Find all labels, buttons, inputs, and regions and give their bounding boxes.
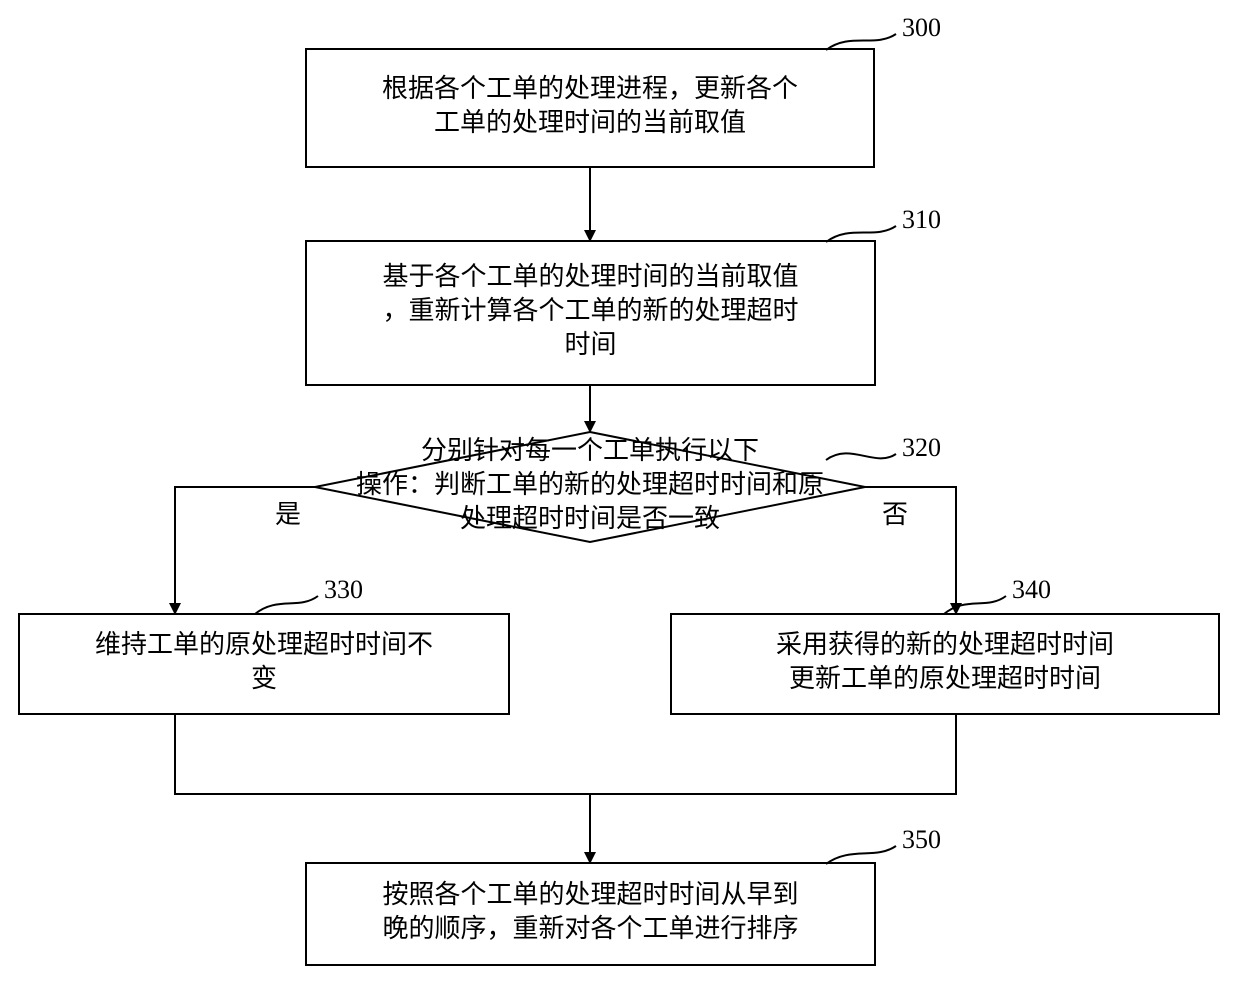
node-text-n300-line: 工单的处理时间的当前取值 — [434, 108, 746, 137]
node-n340: 采用获得的新的处理超时时间更新工单的原处理超时时间 — [671, 614, 1219, 714]
node-text-n320-line: 分别针对每一个工单执行以下 — [421, 436, 759, 465]
ref-leader-350 — [826, 846, 896, 864]
ref-label-320: 320 — [902, 433, 941, 462]
node-n330: 维持工单的原处理超时时间不变 — [19, 614, 509, 714]
ref-label-330: 330 — [324, 575, 363, 604]
ref-leader-310 — [826, 226, 896, 242]
edge-label-e3: 是 — [275, 500, 301, 529]
ref-label-350: 350 — [902, 825, 941, 854]
node-text-n350-line: 晚的顺序，重新对各个工单进行排序 — [382, 914, 798, 943]
node-n310: 基于各个工单的处理时间的当前取值 ，重新计算各个工单的新的处理超时时间 — [306, 241, 875, 385]
flowchart-canvas: 是 否 根据各个工单的处理进程，更新各个工单的处理时间的当前取值 300 基于各个工单的… — [0, 0, 1240, 1007]
edge-e6 — [590, 714, 956, 794]
edge-label-e4: 否 — [882, 500, 908, 529]
node-text-n320-line: 处理超时时间是否一致 — [460, 504, 720, 533]
node-text-n300-line: 根据各个工单的处理进程，更新各个 — [382, 74, 798, 103]
node-n300: 根据各个工单的处理进程，更新各个工单的处理时间的当前取值 — [306, 49, 874, 167]
node-text-n310-line: 时间 — [564, 330, 616, 359]
node-text-n320-line: 操作：判断工单的新的处理超时时间和原 — [356, 470, 824, 499]
node-text-n310-line: 基于各个工单的处理时间的当前取值 — [382, 262, 798, 291]
node-text-n340-line: 采用获得的新的处理超时时间 — [776, 630, 1114, 659]
ref-leader-300 — [826, 34, 896, 50]
ref-label-310: 310 — [902, 205, 941, 234]
ref-label-340: 340 — [1012, 575, 1051, 604]
edge-e5 — [175, 714, 590, 794]
node-text-n330-line: 变 — [251, 664, 277, 693]
edge-e4 — [865, 487, 956, 614]
ref-leader-330 — [255, 596, 318, 614]
ref-leader-340 — [944, 596, 1006, 614]
node-text-n310-line: ，重新计算各个工单的新的处理超时 — [382, 296, 798, 325]
node-n320: 分别针对每一个工单执行以下操作：判断工单的新的处理超时时间和原处理超时时间是否一… — [315, 432, 865, 542]
node-text-n350-line: 按照各个工单的处理超时时间从早到 — [382, 880, 798, 909]
node-text-n330-line: 维持工单的原处理超时时间不 — [95, 630, 433, 659]
ref-leader-320 — [826, 453, 896, 460]
node-text-n340-line: 更新工单的原处理超时时间 — [789, 664, 1101, 693]
ref-label-300: 300 — [902, 13, 941, 42]
node-n350: 按照各个工单的处理超时时间从早到晚的顺序，重新对各个工单进行排序 — [306, 863, 875, 965]
